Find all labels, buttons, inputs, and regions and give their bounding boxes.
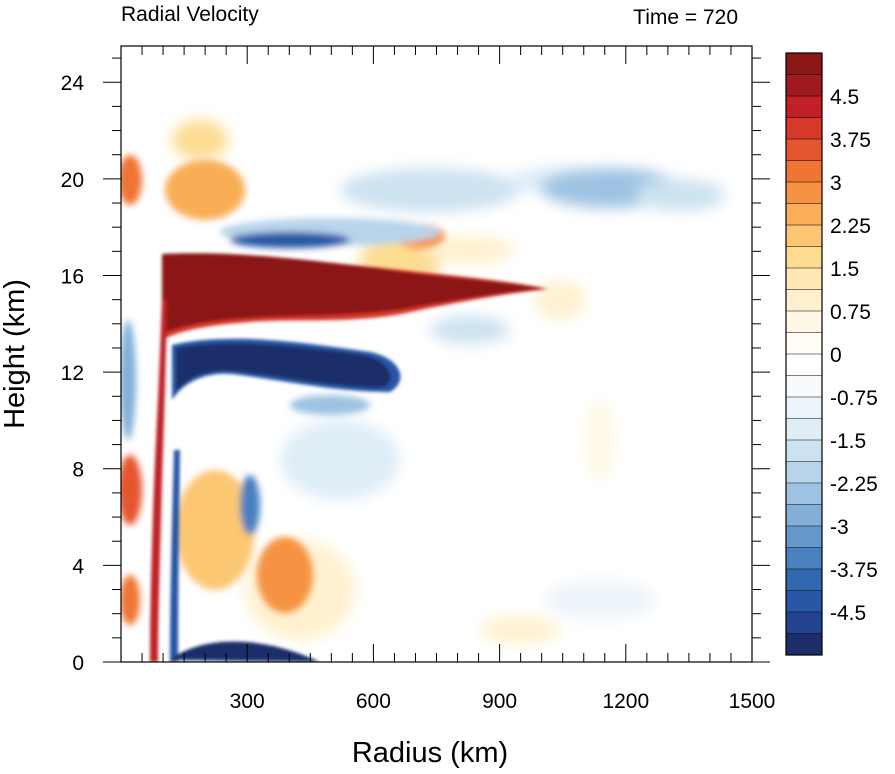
field-blob-right-cream xyxy=(585,400,615,480)
x-tick-label: 1500 xyxy=(729,690,776,713)
colorbar-label: -3 xyxy=(830,516,849,539)
x-tick-label: 1200 xyxy=(602,690,649,713)
colorbar-swatch xyxy=(786,96,822,118)
field-blob-under-jet-blue xyxy=(290,395,370,415)
colorbar-swatch xyxy=(786,203,822,226)
colorbar-swatch xyxy=(786,612,822,634)
colorbar-label: -3.75 xyxy=(830,559,878,582)
chart-title-right: Time = 720 xyxy=(633,6,738,29)
field-blob-lower-orange-core xyxy=(257,537,313,613)
colorbar-label: 3 xyxy=(830,172,842,195)
eyewall-blue-strip xyxy=(170,450,180,662)
plot-area xyxy=(121,46,752,662)
colorbar-swatch xyxy=(786,117,822,140)
field-medium-layer xyxy=(121,155,445,625)
field-blob-left-orange-mid xyxy=(121,455,142,525)
field-blob-upper-blue-wide xyxy=(340,168,520,212)
field-blob-lower-blue-core xyxy=(240,475,260,535)
colorbar-swatch xyxy=(786,633,822,656)
field-blob-bottom-right-blue xyxy=(545,580,655,620)
field-blob-mid-cream xyxy=(535,280,585,320)
colorbar-swatch xyxy=(786,375,822,398)
eyewall-red-strip xyxy=(150,300,167,662)
colorbar-swatch xyxy=(786,139,822,161)
field-blob-blue-band-core xyxy=(230,232,350,248)
colorbar-swatch xyxy=(786,311,822,333)
colorbar-label: 0 xyxy=(830,344,842,367)
field-blob-left-orange-top xyxy=(121,155,142,205)
y-tick-label: 0 xyxy=(72,652,84,675)
colorbar-label: 4.5 xyxy=(830,86,859,109)
axis-ticks: 300 600 900 1200 1500 0 4 8 12 16 20 24 xyxy=(61,46,776,713)
colorbar-frame xyxy=(785,52,823,656)
colorbar-label: 0.75 xyxy=(830,301,871,324)
colorbar-label: 2.25 xyxy=(830,215,871,238)
x-axis-label: Radius (km) xyxy=(352,737,508,769)
y-tick-label: 4 xyxy=(72,555,84,578)
chart-title-left: Radial Velocity xyxy=(121,3,259,26)
colorbar-swatch xyxy=(786,397,822,419)
colorbar-label: -2.25 xyxy=(830,473,878,496)
field-blob-lower-blue xyxy=(280,420,400,500)
field-core-layer xyxy=(150,253,548,662)
x-tick-label: 300 xyxy=(230,690,265,713)
colorbar-swatch xyxy=(786,461,822,484)
inflow-return-core xyxy=(176,343,391,392)
colorbar-label: -0.75 xyxy=(830,387,878,410)
colorbar-swatch xyxy=(786,590,822,613)
colorbar-swatch xyxy=(786,246,822,269)
colorbar-swatch xyxy=(786,504,822,527)
colorbar-swatch xyxy=(786,547,822,570)
field-blob-left-orange-low xyxy=(121,575,140,625)
field-blob-upper-cream xyxy=(425,236,515,264)
colorbar-swatch xyxy=(786,569,822,591)
y-tick-label: 12 xyxy=(61,362,84,385)
x-tick-label: 600 xyxy=(356,690,391,713)
colorbar-swatch xyxy=(786,53,822,75)
colorbar-label: 1.5 xyxy=(830,258,859,281)
colorbar-swatch xyxy=(786,418,822,441)
colorbar: 4.5 3.75 3 2.25 1.5 0.75 0 -0.75 -1.5 -2.25 -3 -3.7… xyxy=(785,52,878,656)
colorbar-label: -4.5 xyxy=(830,602,866,625)
outflow-jet-core xyxy=(162,253,545,334)
y-tick-label: 16 xyxy=(61,265,84,288)
colorbar-swatch xyxy=(786,526,822,548)
field-blob-mid-blue xyxy=(430,316,510,344)
colorbar-swatch xyxy=(786,160,822,183)
boundary-inflow-core xyxy=(170,641,320,662)
y-tick-label: 20 xyxy=(61,169,84,192)
colorbar-swatch xyxy=(786,483,822,505)
x-tick-label: 900 xyxy=(482,690,517,713)
colorbar-swatch xyxy=(786,289,822,312)
y-tick-label: 24 xyxy=(61,72,85,95)
colorbar-swatch xyxy=(786,182,822,204)
y-tick-label: 8 xyxy=(72,459,84,482)
field-blob-left-blue xyxy=(121,320,136,440)
colorbar-label: -1.5 xyxy=(830,430,866,453)
colorbar-swatch xyxy=(786,225,822,247)
colorbar-label: 3.75 xyxy=(830,129,871,152)
colorbar-swatch xyxy=(786,74,822,97)
field-blob-lower-orange xyxy=(175,470,255,590)
colorbar-swatch xyxy=(786,332,822,355)
field-blob-far-right-blue xyxy=(635,179,725,211)
field-blob-top-orange xyxy=(165,160,245,220)
y-axis-label: Height (km) xyxy=(0,279,31,429)
colorbar-swatch xyxy=(786,440,822,462)
colorbar-swatch xyxy=(786,268,822,290)
colorbar-swatch xyxy=(786,354,822,376)
field-blob-bottom-cream xyxy=(480,616,560,644)
field-blob-top-left-orange xyxy=(172,120,228,160)
